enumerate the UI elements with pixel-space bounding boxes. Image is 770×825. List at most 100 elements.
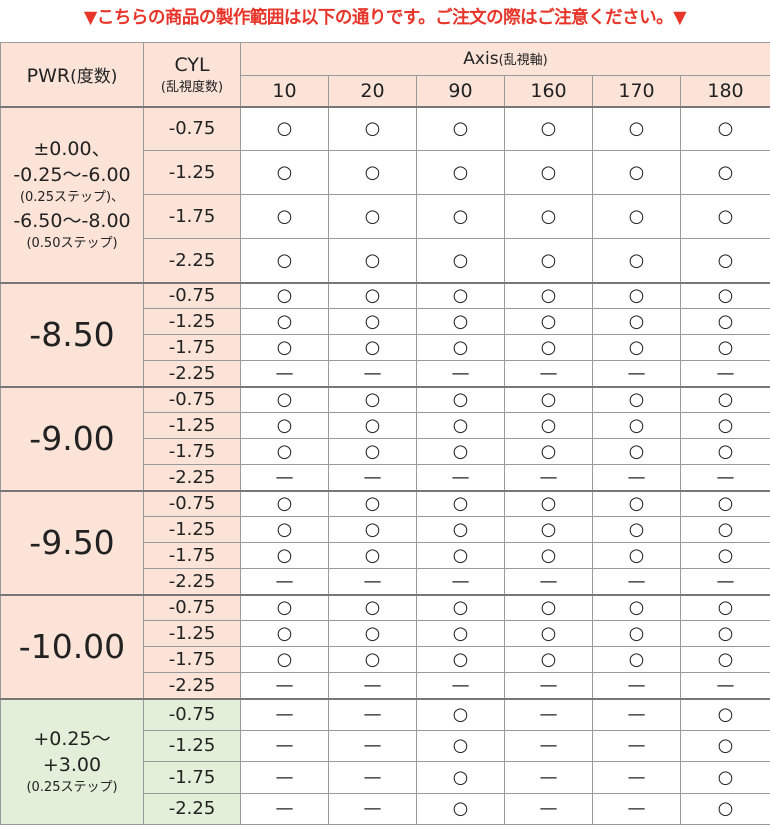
availability-cell: — bbox=[592, 761, 681, 794]
availability-cell: ○ bbox=[679, 697, 770, 731]
availability-cell: ○ bbox=[240, 438, 329, 465]
cyl-cell: -2.25 bbox=[143, 792, 241, 825]
table-row: -1.75 ○ ○ ○ ○ ○ ○ bbox=[1, 334, 770, 361]
availability-cell: ○ bbox=[504, 620, 593, 647]
cyl-cell: -1.25 bbox=[143, 412, 241, 439]
availability-cell: — bbox=[504, 672, 593, 699]
axis-value: 160 bbox=[504, 75, 593, 107]
availability-cell: — bbox=[416, 568, 505, 595]
availability-cell: ○ bbox=[592, 194, 681, 239]
cyl-cell: -1.75 bbox=[143, 761, 241, 794]
availability-cell: ○ bbox=[592, 238, 681, 283]
cyl-cell: -1.75 bbox=[143, 334, 241, 361]
pwr-header: PWR(度数) bbox=[0, 42, 144, 107]
availability-cell: — bbox=[504, 568, 593, 595]
pwr-cell: -8.50 bbox=[0, 281, 144, 387]
availability-cell: ○ bbox=[679, 542, 770, 569]
pwr-header-label: PWR bbox=[26, 64, 71, 87]
availability-cell: ○ bbox=[679, 729, 770, 762]
pwr-text: -0.25～-6.00 bbox=[13, 163, 131, 186]
availability-cell: ○ bbox=[328, 334, 417, 361]
availability-cell: ○ bbox=[592, 105, 681, 151]
cyl-cell: -0.75 bbox=[143, 593, 241, 621]
range-table: PWR(度数) CYL (乱視度数) Axis(乱視軸) 10 20 90 160 170 180… bbox=[0, 42, 770, 825]
cyl-header-label: CYL bbox=[174, 53, 210, 76]
table-row: -2.25— — — — — — bbox=[1, 672, 770, 699]
table-row: -10.00 -0.75 ○ ○ ○ ○ ○ ○ bbox=[0, 593, 770, 699]
availability-cell: ○ bbox=[416, 516, 505, 543]
availability-cell: ○ bbox=[328, 438, 417, 465]
availability-cell: ○ bbox=[328, 150, 417, 195]
table-row: +0.25～ +3.00 (0.25ステップ) -0.75— — ○ — — ○ bbox=[0, 697, 770, 825]
availability-cell: ○ bbox=[504, 105, 593, 151]
availability-cell: ○ bbox=[504, 489, 593, 517]
availability-cell: ○ bbox=[592, 646, 681, 673]
pwr-text: (0.50ステップ) bbox=[26, 235, 118, 251]
availability-cell: ○ bbox=[328, 281, 417, 309]
availability-cell: ○ bbox=[504, 238, 593, 283]
availability-cell: — bbox=[328, 761, 417, 794]
availability-cell: — bbox=[240, 729, 329, 762]
availability-cell: ○ bbox=[679, 516, 770, 543]
cyl-cell: -0.75 bbox=[143, 281, 241, 309]
availability-cell: ○ bbox=[416, 761, 505, 794]
availability-cell: — bbox=[592, 672, 681, 699]
availability-cell: ○ bbox=[416, 238, 505, 283]
availability-cell: ○ bbox=[679, 150, 770, 195]
availability-cell: ○ bbox=[592, 385, 681, 413]
availability-cell: ○ bbox=[416, 308, 505, 335]
availability-cell: ○ bbox=[416, 729, 505, 762]
availability-cell: — bbox=[240, 672, 329, 699]
pwr-cell: -9.50 bbox=[0, 489, 144, 595]
availability-cell: ○ bbox=[504, 646, 593, 673]
availability-cell: — bbox=[328, 464, 417, 491]
table-row: -1.25 ○ ○ ○ ○ ○ ○ bbox=[1, 620, 770, 647]
header-row: PWR(度数) CYL (乱視度数) Axis(乱視軸) bbox=[0, 42, 770, 107]
availability-cell: — bbox=[504, 697, 593, 731]
cyl-cell: -0.75 bbox=[143, 697, 241, 731]
cyl-cell: -2.25 bbox=[143, 360, 241, 387]
cyl-header: CYL (乱視度数) bbox=[143, 42, 241, 107]
pwr-text: ±0.00、 bbox=[33, 137, 111, 160]
axis-header: Axis(乱視軸) bbox=[239, 42, 770, 76]
cyl-cell: -1.25 bbox=[143, 308, 241, 335]
cyl-cell: -0.75 bbox=[143, 105, 241, 151]
pwr-text: +0.25～ bbox=[33, 727, 111, 750]
availability-cell: ○ bbox=[240, 308, 329, 335]
availability-cell: — bbox=[240, 761, 329, 794]
table-row: -9.00 -0.75 ○ ○ ○ ○ ○ ○ bbox=[0, 385, 770, 491]
availability-cell: ○ bbox=[240, 646, 329, 673]
availability-cell: ○ bbox=[416, 334, 505, 361]
table-row: -1.25 ○ ○ ○ ○ ○ ○ bbox=[1, 150, 770, 195]
availability-cell: ○ bbox=[592, 334, 681, 361]
table-row: -1.75— — ○ — — ○ bbox=[1, 761, 770, 794]
availability-cell: ○ bbox=[240, 542, 329, 569]
cyl-cell: -0.75 bbox=[143, 489, 241, 517]
cyl-cell: -1.75 bbox=[143, 646, 241, 673]
axis-value: 20 bbox=[328, 75, 417, 107]
availability-cell: ○ bbox=[592, 438, 681, 465]
pwr-cell: ±0.00、 -0.25～-6.00 (0.25ステップ)、 -6.50～-8.00 (… bbox=[0, 105, 144, 283]
availability-cell: ○ bbox=[504, 194, 593, 239]
availability-cell: — bbox=[240, 568, 329, 595]
cyl-cell: -1.25 bbox=[143, 516, 241, 543]
pwr-text: -9.00 bbox=[29, 419, 115, 458]
availability-cell: ○ bbox=[328, 516, 417, 543]
availability-cell: ○ bbox=[504, 516, 593, 543]
availability-cell: — bbox=[416, 672, 505, 699]
title: ▼こちらの商品の製作範囲は以下の通りです。ご注文の際はご注意ください。▼ bbox=[83, 8, 687, 28]
availability-cell: ○ bbox=[592, 489, 681, 517]
availability-cell: — bbox=[592, 729, 681, 762]
table-row: -1.75 ○ ○ ○ ○ ○ ○ bbox=[1, 646, 770, 673]
availability-cell: ○ bbox=[240, 334, 329, 361]
pwr-cell: -10.00 bbox=[0, 593, 144, 699]
availability-cell: ○ bbox=[240, 150, 329, 195]
availability-cell: ○ bbox=[592, 308, 681, 335]
availability-cell: ○ bbox=[504, 593, 593, 621]
availability-cell: ○ bbox=[416, 194, 505, 239]
availability-cell: — bbox=[504, 464, 593, 491]
axis-value: 180 bbox=[679, 75, 770, 107]
pwr-header-note: (度数) bbox=[70, 66, 118, 87]
availability-cell: ○ bbox=[328, 542, 417, 569]
